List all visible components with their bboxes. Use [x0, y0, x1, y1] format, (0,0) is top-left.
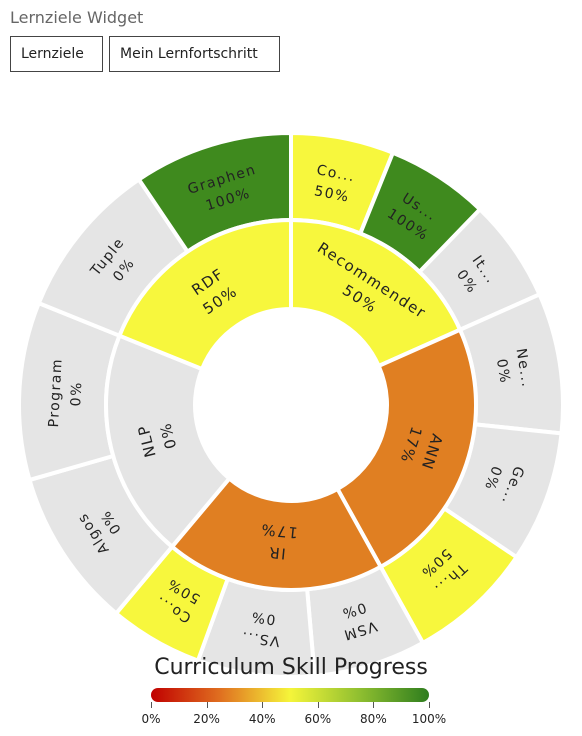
outer-ring-name: Ne...: [513, 347, 535, 389]
tab-bar: Lernziele Mein Lernfortschritt: [10, 36, 280, 72]
inner-ring-segment[interactable]: [289, 217, 463, 369]
outer-ring-value: 0%: [249, 608, 276, 627]
inner-ring-segment[interactable]: [334, 327, 478, 570]
outer-ring-value: 50%: [313, 183, 351, 206]
tab-mein-lernfortschritt[interactable]: Mein Lernfortschritt: [109, 36, 280, 72]
colorbar-tick-mark: [317, 702, 319, 708]
inner-ring-segment[interactable]: [169, 475, 384, 592]
inner-ring-value: 17%: [259, 520, 298, 542]
widget-title: Lernziele Widget: [10, 8, 144, 27]
outer-ring-value: 0%: [68, 381, 85, 407]
colorbar-tick-label: 40%: [248, 712, 276, 726]
inner-ring-segment[interactable]: [116, 217, 293, 372]
colorbar-tick-label: 60%: [304, 712, 332, 726]
tab-lernziele[interactable]: Lernziele: [10, 36, 103, 72]
outer-ring-label: Ne...0%: [493, 347, 535, 389]
colorbar-tick-mark: [151, 702, 152, 708]
colorbar-tick-label: 80%: [360, 712, 387, 726]
outer-ring-value: 0%: [339, 599, 368, 622]
progress-colorbar: [151, 688, 429, 702]
outer-ring-name: Co...: [315, 162, 356, 185]
colorbar-tick-label: 0%: [141, 712, 161, 726]
colorbar-tick-label: 20%: [193, 712, 220, 726]
colorbar-tick-mark: [373, 702, 375, 708]
colorbar-tick-mark: [206, 702, 208, 708]
inner-ring-value: 0%: [156, 420, 180, 450]
outer-ring-name: Program: [46, 358, 66, 428]
colorbar-tick-mark: [429, 702, 430, 708]
outer-ring-label: Co...50%: [313, 162, 357, 206]
chart-title: Curriculum Skill Progress: [154, 655, 428, 680]
outer-ring-label: VS...0%: [240, 608, 281, 649]
outer-ring-name: VS...: [240, 628, 281, 649]
colorbar-tick-label: 100%: [411, 712, 447, 726]
colorbar-tick-mark: [262, 702, 264, 708]
inner-ring-segment[interactable]: [104, 333, 233, 550]
inner-ring-name: IR: [267, 543, 287, 563]
outer-ring-label: Program 0%: [46, 358, 85, 428]
outer-ring-value: 0%: [493, 358, 513, 385]
